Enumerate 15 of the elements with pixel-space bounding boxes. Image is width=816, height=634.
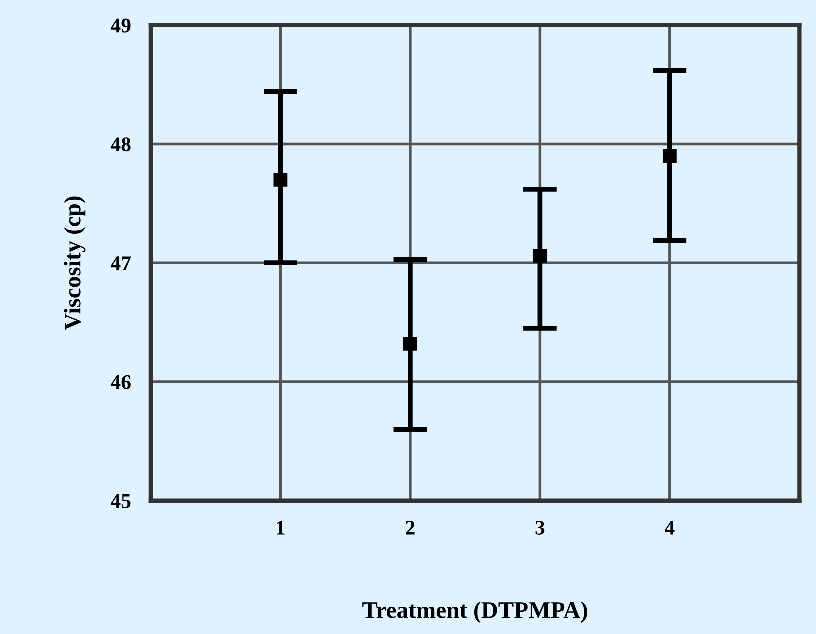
y-tick-label: 46 [110, 375, 131, 390]
y-tick-label: 47 [110, 256, 132, 270]
y-tick-label: 45 [110, 494, 131, 508]
y-tick-label: 49 [110, 18, 131, 33]
point [404, 337, 418, 351]
y-tick-label: 48 [110, 138, 131, 152]
x-tick-label: 1 [277, 521, 285, 535]
x-axis-title: Treatment (DTPMPA) [362, 602, 588, 624]
x-tick-label: 2 [406, 520, 415, 535]
y-axis-title: Viscosity (cp) [64, 196, 86, 330]
point [274, 172, 288, 187]
x-tick-label: 3 [536, 520, 545, 535]
point [662, 149, 677, 164]
point [533, 249, 548, 263]
x-tick-label: 4 [665, 521, 675, 535]
